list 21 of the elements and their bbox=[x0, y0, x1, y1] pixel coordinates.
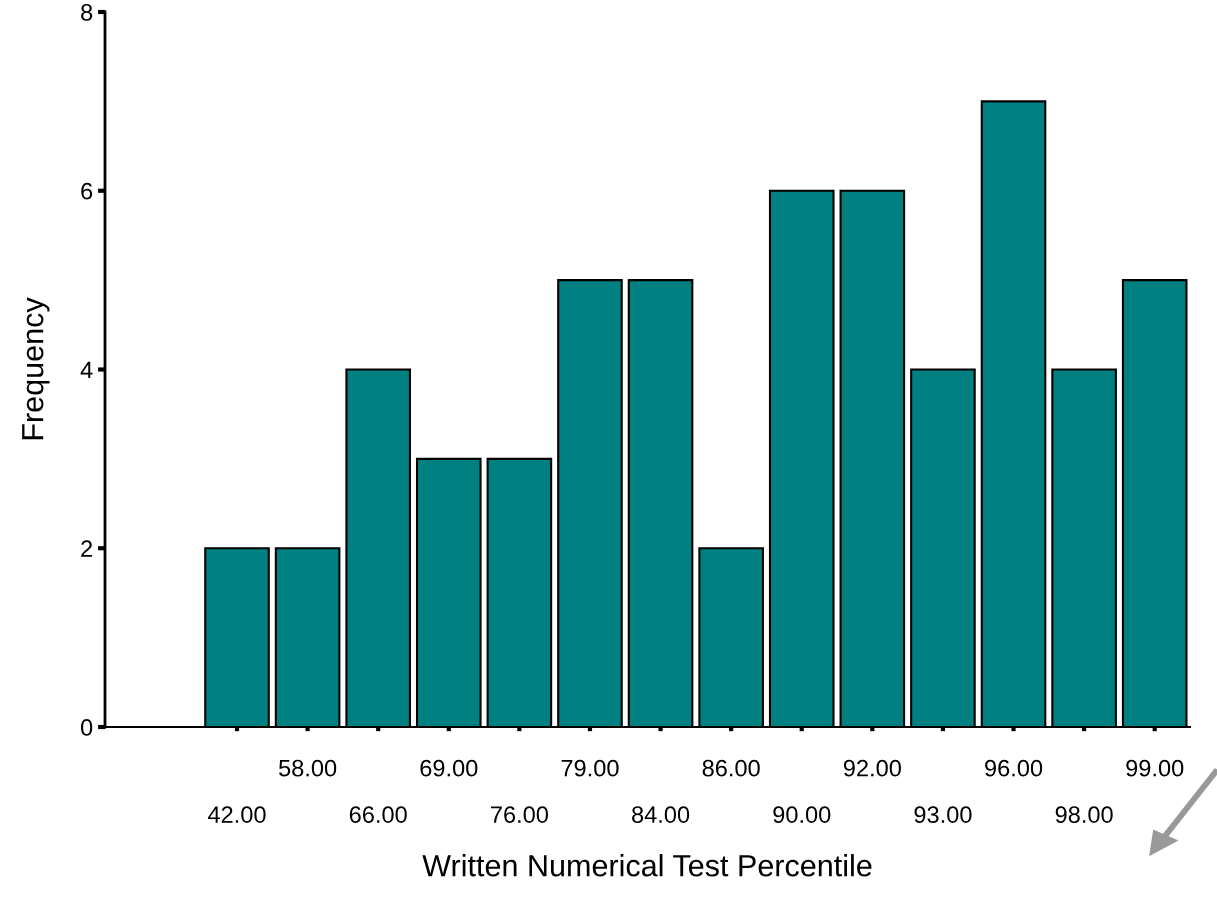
y-tick-label: 2 bbox=[81, 540, 93, 557]
x-tick-label: 98.00 bbox=[1055, 806, 1113, 823]
x-tick-label: 84.00 bbox=[632, 806, 690, 823]
x-tick-label: 96.00 bbox=[985, 759, 1043, 777]
y-tick-label: 0 bbox=[80, 719, 93, 736]
y-tick-label: 8 bbox=[81, 4, 93, 21]
x-tick-label: 69.00 bbox=[420, 759, 478, 777]
x-tick-label: 99.00 bbox=[1126, 759, 1184, 777]
x-axis-title: Written Numerical Test Percentile bbox=[422, 854, 872, 877]
x-tick-label: 79.00 bbox=[561, 759, 619, 777]
x-tick-label: 92.00 bbox=[843, 759, 901, 777]
y-axis-title: Frequency bbox=[22, 297, 50, 440]
x-tick-label: 86.00 bbox=[702, 759, 760, 777]
x-tick-label: 90.00 bbox=[773, 806, 831, 823]
x-tick-label: 42.00 bbox=[208, 806, 266, 823]
x-tick-label: 93.00 bbox=[914, 806, 972, 823]
y-tick-label: 6 bbox=[81, 182, 93, 200]
x-tick-label: 76.00 bbox=[491, 806, 548, 823]
x-tick-label: 58.00 bbox=[279, 759, 337, 777]
y-tick-label: 4 bbox=[80, 361, 93, 379]
x-tick-label: 66.00 bbox=[349, 806, 407, 823]
